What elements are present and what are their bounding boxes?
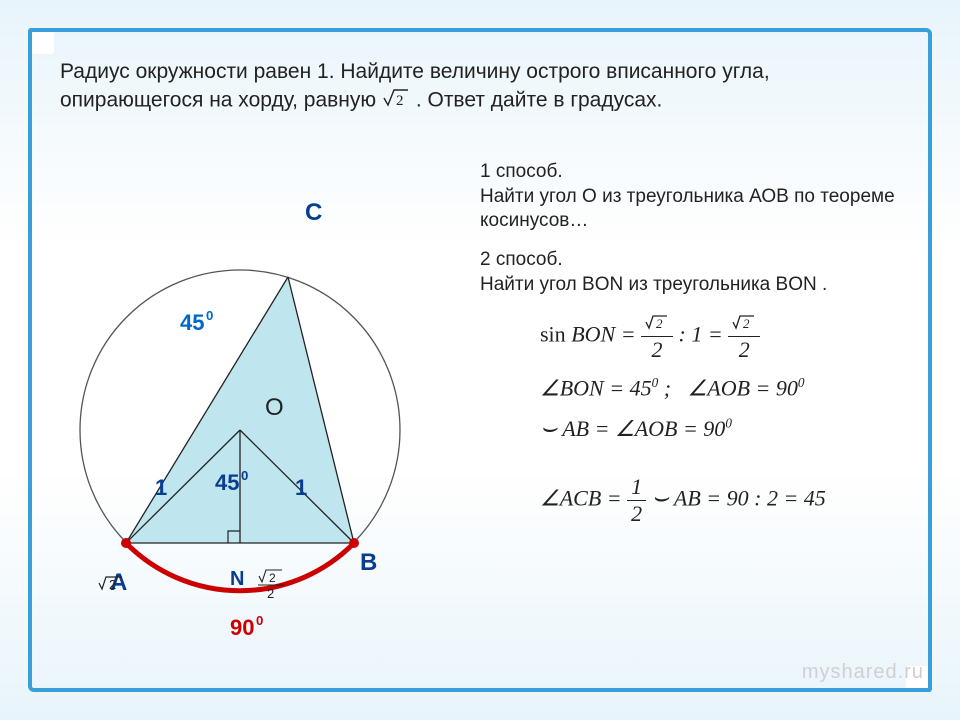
- svg-text:0: 0: [256, 613, 263, 628]
- svg-text:2: 2: [396, 93, 404, 108]
- svg-text:2: 2: [269, 571, 276, 585]
- formula-2: ∠BON = 450 ; ∠AOB = 900: [540, 375, 826, 401]
- formulas-block: sin BON = 2 2 : 1 = 2 2 ∠BON = 450 ; ∠AO…: [540, 310, 826, 539]
- svg-text:О: О: [265, 394, 284, 421]
- method1-title: 1 способ.: [480, 161, 563, 182]
- svg-text:1: 1: [295, 475, 307, 500]
- svg-text:0: 0: [206, 308, 213, 323]
- svg-text:N: N: [230, 568, 244, 590]
- svg-text:2: 2: [109, 577, 116, 592]
- svg-text:1: 1: [155, 475, 167, 500]
- inline-sqrt2: 2: [382, 86, 410, 116]
- svg-text:2: 2: [656, 316, 663, 330]
- svg-text:90: 90: [230, 615, 254, 640]
- method1-text: Найти угол О из треугольника АОВ по теор…: [480, 186, 895, 232]
- solution-text: 1 способ. Найти угол О из треугольника А…: [480, 160, 910, 311]
- method2-title: 2 способ.: [480, 249, 563, 270]
- formula-1: sin BON = 2 2 : 1 = 2 2: [540, 310, 826, 363]
- method-1: 1 способ. Найти угол О из треугольника А…: [480, 160, 910, 234]
- problem-statement: Радиус окружности равен 1. Найдите велич…: [60, 58, 910, 117]
- svg-text:45: 45: [215, 470, 239, 495]
- geometry-diagram: СОАВN11450450900 2 2 2: [40, 170, 460, 670]
- svg-text:45: 45: [180, 310, 204, 335]
- svg-text:2: 2: [267, 586, 274, 601]
- formula-3: ⌣ AB = ∠AOB = 900: [540, 413, 826, 444]
- problem-text-after: . Ответ дайте в градусах.: [416, 89, 663, 112]
- formula-4: ∠ACB = 12 ⌣ AB = 90 : 2 = 45: [540, 474, 826, 527]
- method2-text: Найти угол BON из треугольника BON .: [480, 274, 827, 295]
- svg-text:0: 0: [241, 468, 248, 483]
- svg-text:В: В: [360, 549, 377, 576]
- svg-text:С: С: [305, 199, 322, 226]
- method-2: 2 способ. Найти угол BON из треугольника…: [480, 248, 910, 297]
- svg-text:2: 2: [743, 316, 750, 330]
